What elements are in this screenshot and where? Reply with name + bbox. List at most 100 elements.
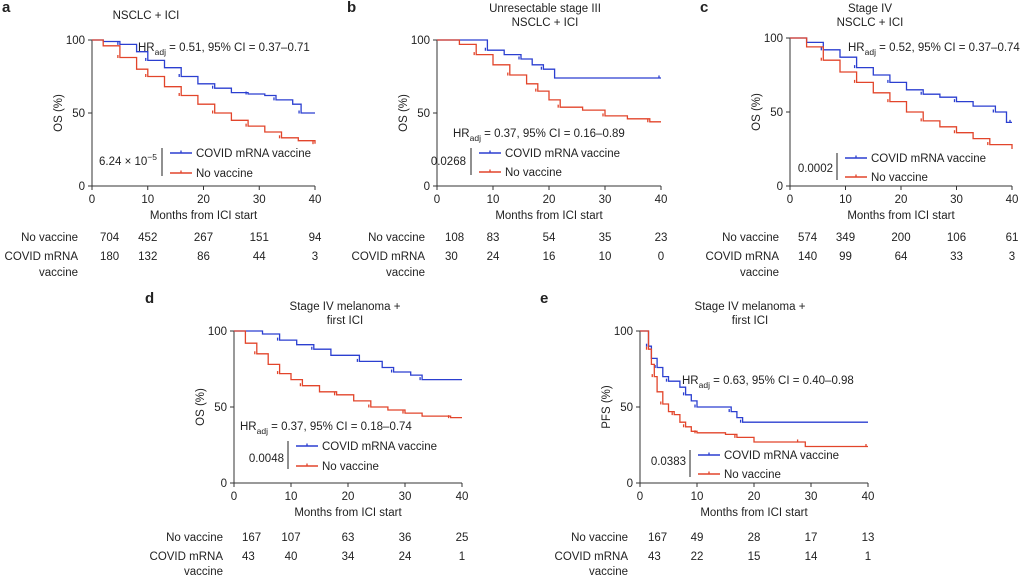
risk-no-vaccine-count: 25 — [456, 532, 469, 544]
x-tick-label: 0 — [637, 491, 643, 503]
y-tick-label: 50 — [72, 108, 85, 120]
legend-label: COVID mRNA vaccine — [871, 153, 986, 165]
panel-letter: c — [700, 0, 708, 16]
risk-no-vaccine-count: 167 — [648, 532, 667, 544]
risk-no-vaccine-count: 36 — [399, 532, 412, 544]
p-value: 6.24 × 10−5 — [99, 152, 157, 168]
risk-table-row-label: No vaccine — [571, 532, 628, 544]
y-tick-label: 50 — [417, 108, 430, 120]
x-tick-label: 20 — [197, 194, 210, 206]
hazard-ratio: HRadj = 0.51, 95% CI = 0.37–0.71 — [138, 42, 310, 57]
x-tick-label: 40 — [456, 491, 469, 503]
risk-vaccine-count: 16 — [543, 251, 556, 263]
p-value: 0.0002 — [798, 163, 833, 175]
risk-no-vaccine-count: 107 — [281, 532, 300, 544]
y-tick-label: 100 — [411, 35, 430, 47]
x-axis-label: Months from ICI start — [294, 507, 402, 519]
y-axis-label: OS (%) — [398, 94, 410, 132]
hr-value: = 0.52, 95% CI = 0.37–0.74 — [876, 42, 1020, 54]
risk-no-vaccine-count: 28 — [748, 532, 761, 544]
risk-vaccine-count: 34 — [342, 551, 355, 563]
risk-no-vaccine-count: 151 — [250, 232, 269, 244]
x-tick-label: 30 — [950, 194, 963, 206]
risk-vaccine-count: 30 — [445, 251, 458, 263]
panel-letter: e — [540, 290, 548, 307]
x-tick-label: 0 — [231, 491, 237, 503]
p-value-base: 0.0268 — [431, 156, 466, 168]
risk-vaccine-count: 3 — [1009, 251, 1015, 263]
x-tick-label: 10 — [839, 194, 852, 206]
y-tick-label: 0 — [221, 478, 227, 490]
x-tick-label: 10 — [285, 491, 298, 503]
risk-no-vaccine-count: 94 — [309, 232, 322, 244]
no-vaccine-survival-curve — [640, 330, 868, 448]
x-tick-label: 30 — [599, 194, 612, 206]
x-tick-label: 40 — [655, 194, 668, 206]
risk-vaccine-count: 0 — [658, 251, 664, 263]
y-axis-label: OS (%) — [751, 93, 763, 131]
no-vaccine-survival-curve — [790, 37, 1013, 149]
panel-d: d Stage IV melanoma + first ICI 0 10 20 30 40 0 5… — [145, 290, 468, 575]
x-axis-label: Months from ICI start — [495, 210, 603, 222]
hr-value: = 0.63, 95% CI = 0.40–0.98 — [710, 375, 854, 387]
legend-label: COVID mRNA vaccine — [196, 148, 311, 160]
risk-no-vaccine-count: 452 — [138, 232, 157, 244]
hr-subscript: adj — [699, 380, 710, 390]
vaccine-survival-curve — [437, 39, 661, 79]
risk-no-vaccine-count: 200 — [891, 232, 910, 244]
risk-no-vaccine-count: 17 — [805, 532, 818, 544]
risk-table-row-label: vaccine — [386, 267, 425, 279]
risk-table-row-label: COVID mRNA — [5, 251, 79, 263]
x-tick-label: 30 — [253, 194, 266, 206]
risk-no-vaccine-count: 704 — [100, 232, 120, 244]
p-value-base: 0.0383 — [651, 456, 686, 468]
risk-vaccine-count: 1 — [459, 551, 465, 563]
legend-label: No vaccine — [724, 469, 781, 481]
y-axis-label: OS (%) — [53, 94, 65, 132]
y-tick-label: 100 — [66, 35, 85, 47]
vaccine-survival-curve — [234, 330, 462, 381]
hazard-ratio: HRadj = 0.63, 95% CI = 0.40–0.98 — [682, 375, 854, 390]
y-axis-label: OS (%) — [195, 388, 207, 426]
x-tick-label: 0 — [89, 194, 95, 206]
chart-title: Stage IV melanoma + — [695, 301, 806, 313]
risk-table-row-label: COVID mRNA — [555, 551, 629, 563]
panel-c: c Stage IV NSCLC + ICI 0 10 20 30 40 0 50 100 Month… — [700, 0, 1020, 279]
hr-value: = 0.37, 95% CI = 0.18–0.74 — [268, 421, 412, 433]
risk-vaccine-count: 180 — [100, 251, 119, 263]
x-tick-label: 40 — [862, 491, 875, 503]
legend-label: COVID mRNA vaccine — [724, 450, 839, 462]
x-tick-label: 10 — [691, 491, 704, 503]
risk-vaccine-count: 1 — [865, 551, 871, 563]
chart-title: NSCLC + ICI — [512, 17, 579, 29]
risk-vaccine-count: 40 — [285, 551, 298, 563]
legend-label: No vaccine — [322, 461, 379, 473]
no-vaccine-survival-curve — [437, 39, 661, 123]
x-tick-label: 20 — [748, 491, 761, 503]
risk-vaccine-count: 33 — [950, 251, 963, 263]
legend-label: COVID mRNA vaccine — [322, 441, 437, 453]
hr-value: = 0.51, 95% CI = 0.37–0.71 — [166, 42, 310, 54]
x-tick-label: 10 — [141, 194, 154, 206]
legend-label: No vaccine — [505, 167, 562, 179]
p-value: 0.0048 — [249, 453, 284, 465]
risk-no-vaccine-count: 108 — [445, 232, 464, 244]
x-axis-label: Months from ICI start — [150, 210, 258, 222]
x-tick-label: 20 — [543, 194, 556, 206]
x-tick-label: 40 — [309, 194, 322, 206]
chart-title: first ICI — [327, 315, 363, 327]
risk-no-vaccine-count: 574 — [798, 232, 818, 244]
p-value-base: 0.0048 — [249, 453, 284, 465]
y-tick-label: 100 — [764, 33, 783, 45]
hr-subscript: adj — [865, 47, 876, 57]
risk-no-vaccine-count: 349 — [836, 232, 855, 244]
panel-b: b Unresectable stage III NSCLC + ICI 0 10 20 3… — [347, 0, 667, 279]
risk-vaccine-count: 14 — [805, 551, 818, 563]
risk-vaccine-count: 24 — [487, 251, 500, 263]
risk-vaccine-count: 64 — [895, 251, 908, 263]
risk-no-vaccine-count: 61 — [1006, 232, 1019, 244]
legend-label: COVID mRNA vaccine — [505, 148, 620, 160]
y-tick-label: 0 — [79, 181, 85, 193]
hr-label: HR — [682, 375, 699, 387]
risk-vaccine-count: 3 — [312, 251, 318, 263]
